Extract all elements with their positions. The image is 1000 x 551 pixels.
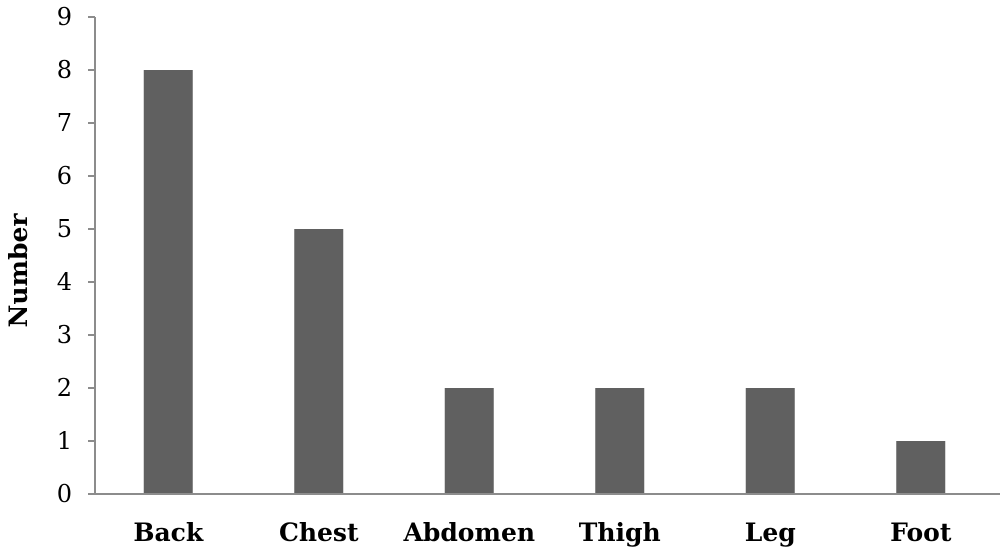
y-tick-label: 7 xyxy=(57,109,72,137)
y-axis-title: Number xyxy=(4,213,33,328)
x-tick-label-abdomen: Abdomen xyxy=(402,518,535,547)
bar-thigh xyxy=(595,388,645,494)
bars xyxy=(143,70,946,494)
x-tick-label-leg: Leg xyxy=(745,518,796,547)
x-tick-label-thigh: Thigh xyxy=(579,518,661,547)
y-tick-label: 8 xyxy=(57,56,72,84)
y-tick-label: 0 xyxy=(57,480,72,508)
y-tick-label: 9 xyxy=(57,3,72,31)
y-tick-label: 6 xyxy=(57,162,72,190)
bar-back xyxy=(143,70,193,494)
y-tick-label: 4 xyxy=(57,268,72,296)
y-tick-label: 3 xyxy=(57,321,72,349)
y-axis-ticks: 0 1 2 3 4 5 6 7 8 9 xyxy=(57,3,95,508)
bar-abdomen xyxy=(444,388,494,494)
y-tick-label: 1 xyxy=(57,427,72,455)
y-tick-label: 5 xyxy=(57,215,72,243)
x-axis-labels: Back Chest Abdomen Thigh Leg Foot xyxy=(133,518,952,547)
bar-leg xyxy=(745,388,795,494)
y-tick-label: 2 xyxy=(57,374,72,402)
x-tick-label-chest: Chest xyxy=(279,518,359,547)
x-tick-label-foot: Foot xyxy=(890,518,952,547)
bar-foot xyxy=(896,441,946,494)
bar-chest xyxy=(294,229,344,494)
x-tick-label-back: Back xyxy=(133,518,204,547)
